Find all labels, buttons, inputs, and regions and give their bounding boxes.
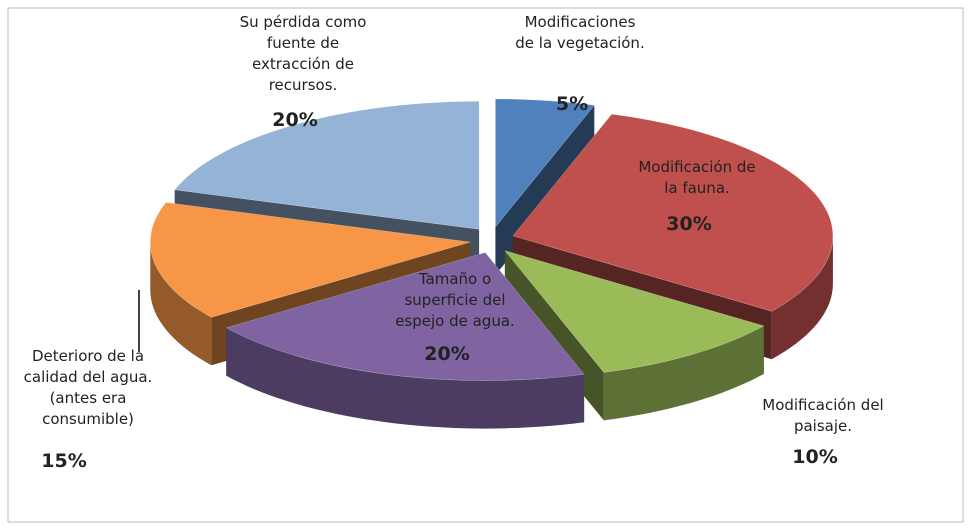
value-label: 15% bbox=[41, 450, 86, 472]
value-label: 20% bbox=[272, 109, 317, 131]
slice bbox=[174, 101, 480, 230]
slice bbox=[150, 202, 471, 318]
slice bbox=[504, 250, 765, 373]
slice-label: Modificaciones de la vegetación. bbox=[515, 13, 644, 52]
slice bbox=[512, 113, 834, 312]
slice-label: Su pérdida como fuente de extracción de rec… bbox=[240, 13, 367, 94]
slice-wall bbox=[150, 242, 212, 366]
value-label: 20% bbox=[424, 343, 469, 365]
slice bbox=[495, 98, 595, 228]
slice-label: Modificación del paisaje. bbox=[762, 396, 883, 435]
slice-tops bbox=[150, 98, 834, 381]
value-label: 30% bbox=[666, 213, 711, 235]
value-label: 5% bbox=[556, 93, 588, 115]
slice-label: Deterioro de la calidad del agua. (antes e… bbox=[24, 347, 153, 428]
slice-label: Tamaño o superficie del espejo de agua. bbox=[395, 270, 515, 330]
slice-label: Modificación de la fauna. bbox=[638, 158, 755, 197]
value-label: 10% bbox=[792, 446, 837, 468]
slice-wall bbox=[226, 327, 585, 429]
slice-wall bbox=[771, 235, 833, 360]
slice bbox=[225, 252, 585, 381]
slice-wall bbox=[603, 325, 764, 421]
